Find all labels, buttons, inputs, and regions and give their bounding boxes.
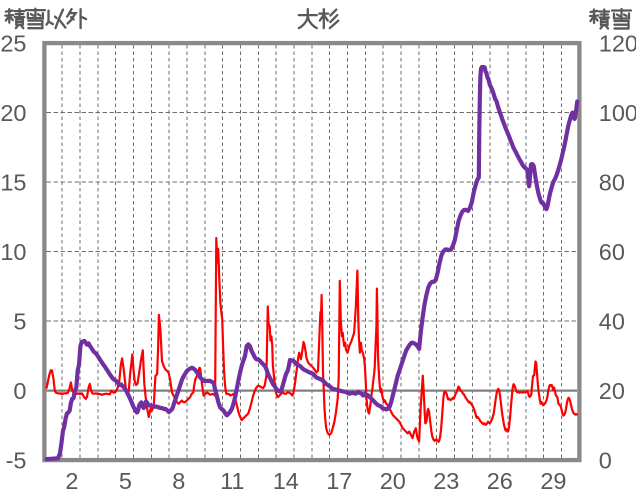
svg-text:8: 8 (172, 468, 185, 494)
svg-text:17: 17 (326, 468, 352, 494)
svg-text:23: 23 (433, 468, 459, 494)
svg-text:5: 5 (13, 308, 26, 334)
svg-text:10: 10 (0, 239, 26, 265)
svg-text:60: 60 (599, 239, 625, 265)
svg-text:40: 40 (599, 308, 625, 334)
svg-text:-5: -5 (6, 447, 27, 473)
svg-text:26: 26 (487, 468, 513, 494)
svg-text:25: 25 (0, 30, 26, 56)
svg-text:11: 11 (220, 468, 244, 494)
svg-text:20: 20 (0, 100, 26, 126)
svg-text:100: 100 (599, 100, 636, 126)
svg-text:120: 120 (599, 30, 636, 56)
svg-text:15: 15 (0, 169, 26, 195)
svg-text:0: 0 (13, 378, 26, 404)
svg-text:20: 20 (380, 468, 406, 494)
svg-text:29: 29 (540, 468, 566, 494)
svg-text:2: 2 (65, 468, 78, 494)
svg-text:20: 20 (599, 378, 625, 404)
svg-text:5: 5 (119, 468, 132, 494)
svg-text:80: 80 (599, 169, 625, 195)
svg-text:14: 14 (273, 468, 299, 494)
svg-text:0: 0 (599, 447, 612, 473)
